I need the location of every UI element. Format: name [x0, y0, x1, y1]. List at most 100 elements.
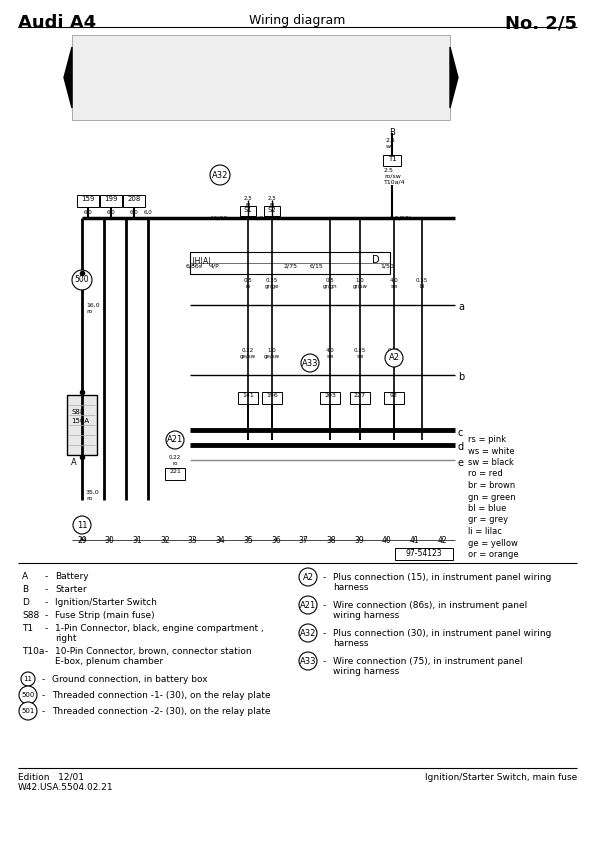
Text: H: H — [79, 537, 84, 543]
Text: Battery: Battery — [55, 572, 89, 581]
Polygon shape — [450, 47, 458, 108]
Circle shape — [73, 516, 91, 534]
Text: 159: 159 — [82, 196, 95, 202]
Text: 0.35
sw: 0.35 sw — [354, 348, 366, 359]
Text: Ignition/Starter Switch, main fuse: Ignition/Starter Switch, main fuse — [425, 773, 577, 782]
Text: ge = yellow: ge = yellow — [468, 539, 518, 547]
Text: -: - — [45, 572, 48, 581]
Bar — [262, 392, 282, 404]
Text: 41: 41 — [409, 536, 419, 545]
Circle shape — [299, 652, 317, 670]
Bar — [77, 195, 99, 207]
Text: 35: 35 — [243, 536, 253, 545]
Text: 0.22
ge/sw: 0.22 ge/sw — [240, 348, 256, 359]
Text: S88: S88 — [71, 409, 84, 415]
Text: A3/30: A3/30 — [210, 215, 228, 220]
Text: 4/P: 4/P — [210, 263, 220, 268]
Text: Plus connection (15), in instrument panel wiring
harness: Plus connection (15), in instrument pane… — [333, 573, 552, 593]
Text: -: - — [42, 707, 45, 716]
Text: 2.5: 2.5 — [384, 168, 394, 173]
Text: 6/86s: 6/86s — [186, 263, 203, 268]
Text: No. 2/5: No. 2/5 — [505, 14, 577, 32]
Text: 97-54123: 97-54123 — [406, 549, 442, 558]
Text: 6,0
ro: 6,0 ro — [130, 210, 139, 221]
Text: D: D — [372, 255, 380, 265]
Text: c: c — [458, 428, 464, 438]
Text: Edition   12/01
W42.USA.5504.02.21: Edition 12/01 W42.USA.5504.02.21 — [18, 773, 114, 792]
Text: 203: 203 — [324, 393, 336, 398]
Bar — [100, 195, 122, 207]
Text: rs = pink: rs = pink — [468, 435, 506, 444]
Text: 35,0
ro: 35,0 ro — [86, 490, 100, 501]
Text: Threaded connection -1- (30), on the relay plate: Threaded connection -1- (30), on the rel… — [52, 691, 271, 700]
Text: 0.35
sw: 0.35 sw — [388, 348, 400, 359]
Text: 1-Pin Connector, black, engine compartment ,
right: 1-Pin Connector, black, engine compartme… — [55, 624, 264, 643]
Text: 11: 11 — [77, 520, 87, 530]
Circle shape — [299, 568, 317, 586]
Text: 33: 33 — [188, 536, 198, 545]
Text: Wire connection (86s), in instrument panel
wiring harness: Wire connection (86s), in instrument pan… — [333, 601, 527, 621]
Text: 0.35
gr/ge: 0.35 gr/ge — [265, 278, 279, 289]
Bar — [165, 468, 185, 480]
Text: e: e — [458, 458, 464, 468]
Text: b: b — [458, 372, 464, 382]
Text: A: A — [22, 572, 28, 581]
Text: 199: 199 — [104, 196, 118, 202]
Text: 10-Pin Connector, brown, connector station
E-box, plenum chamber: 10-Pin Connector, brown, connector stati… — [55, 647, 252, 666]
Bar — [238, 392, 258, 404]
Text: 2.5
ro: 2.5 ro — [243, 196, 252, 207]
Text: Wire connection (75), in instrument panel
wiring harness: Wire connection (75), in instrument pane… — [333, 657, 522, 676]
Text: li = lilac: li = lilac — [468, 527, 502, 536]
Text: Plus connection (30), in instrument panel wiring
harness: Plus connection (30), in instrument pane… — [333, 629, 552, 648]
Text: 4.0
sw: 4.0 sw — [325, 348, 334, 359]
Text: 208: 208 — [127, 196, 140, 202]
Text: 0.5
gr/gn: 0.5 gr/gn — [322, 278, 337, 289]
Text: A33: A33 — [300, 657, 317, 665]
Text: 32: 32 — [160, 536, 170, 545]
Circle shape — [166, 431, 184, 449]
Text: 196: 196 — [266, 393, 278, 398]
Text: T10a: T10a — [22, 647, 45, 656]
Circle shape — [21, 672, 35, 686]
Text: 0.22
ro: 0.22 ro — [169, 455, 181, 466]
Text: Ignition/Starter Switch: Ignition/Starter Switch — [55, 598, 157, 607]
Circle shape — [210, 165, 230, 185]
Bar — [383, 155, 401, 166]
Text: or = orange: or = orange — [468, 550, 519, 559]
Circle shape — [299, 624, 317, 642]
Text: -: - — [45, 598, 48, 607]
Text: T1: T1 — [22, 624, 33, 633]
Text: 42: 42 — [437, 536, 447, 545]
Text: 92: 92 — [390, 393, 398, 398]
Text: ro/sw: ro/sw — [384, 174, 401, 179]
Bar — [384, 392, 404, 404]
Text: 2.5/59b: 2.5/59b — [390, 215, 414, 220]
Polygon shape — [64, 47, 72, 108]
Text: 40: 40 — [382, 536, 392, 545]
Text: A2: A2 — [389, 354, 399, 363]
Text: -: - — [45, 624, 48, 633]
Text: 227: 227 — [354, 393, 366, 398]
Text: 1/50: 1/50 — [380, 263, 394, 268]
Text: S2: S2 — [268, 207, 276, 213]
Text: 141: 141 — [242, 393, 254, 398]
Text: B: B — [22, 585, 28, 594]
Text: A32: A32 — [212, 170, 228, 179]
Text: 38: 38 — [327, 536, 336, 545]
Text: -: - — [45, 647, 48, 656]
Text: gr = grey: gr = grey — [468, 515, 508, 525]
Bar — [395, 548, 453, 560]
Text: 6,0
ro: 6,0 ro — [143, 210, 152, 221]
Text: 500: 500 — [21, 692, 35, 698]
Circle shape — [301, 354, 319, 372]
Text: D: D — [22, 598, 29, 607]
Text: S88: S88 — [22, 611, 39, 620]
Text: 4.0
sw: 4.0 sw — [390, 278, 399, 289]
Text: T1: T1 — [387, 156, 396, 162]
Text: A21: A21 — [167, 435, 183, 445]
Text: 30: 30 — [105, 536, 115, 545]
Text: Wiring diagram: Wiring diagram — [249, 14, 345, 27]
Text: -: - — [323, 629, 326, 638]
Text: -: - — [45, 611, 48, 620]
Circle shape — [299, 596, 317, 614]
